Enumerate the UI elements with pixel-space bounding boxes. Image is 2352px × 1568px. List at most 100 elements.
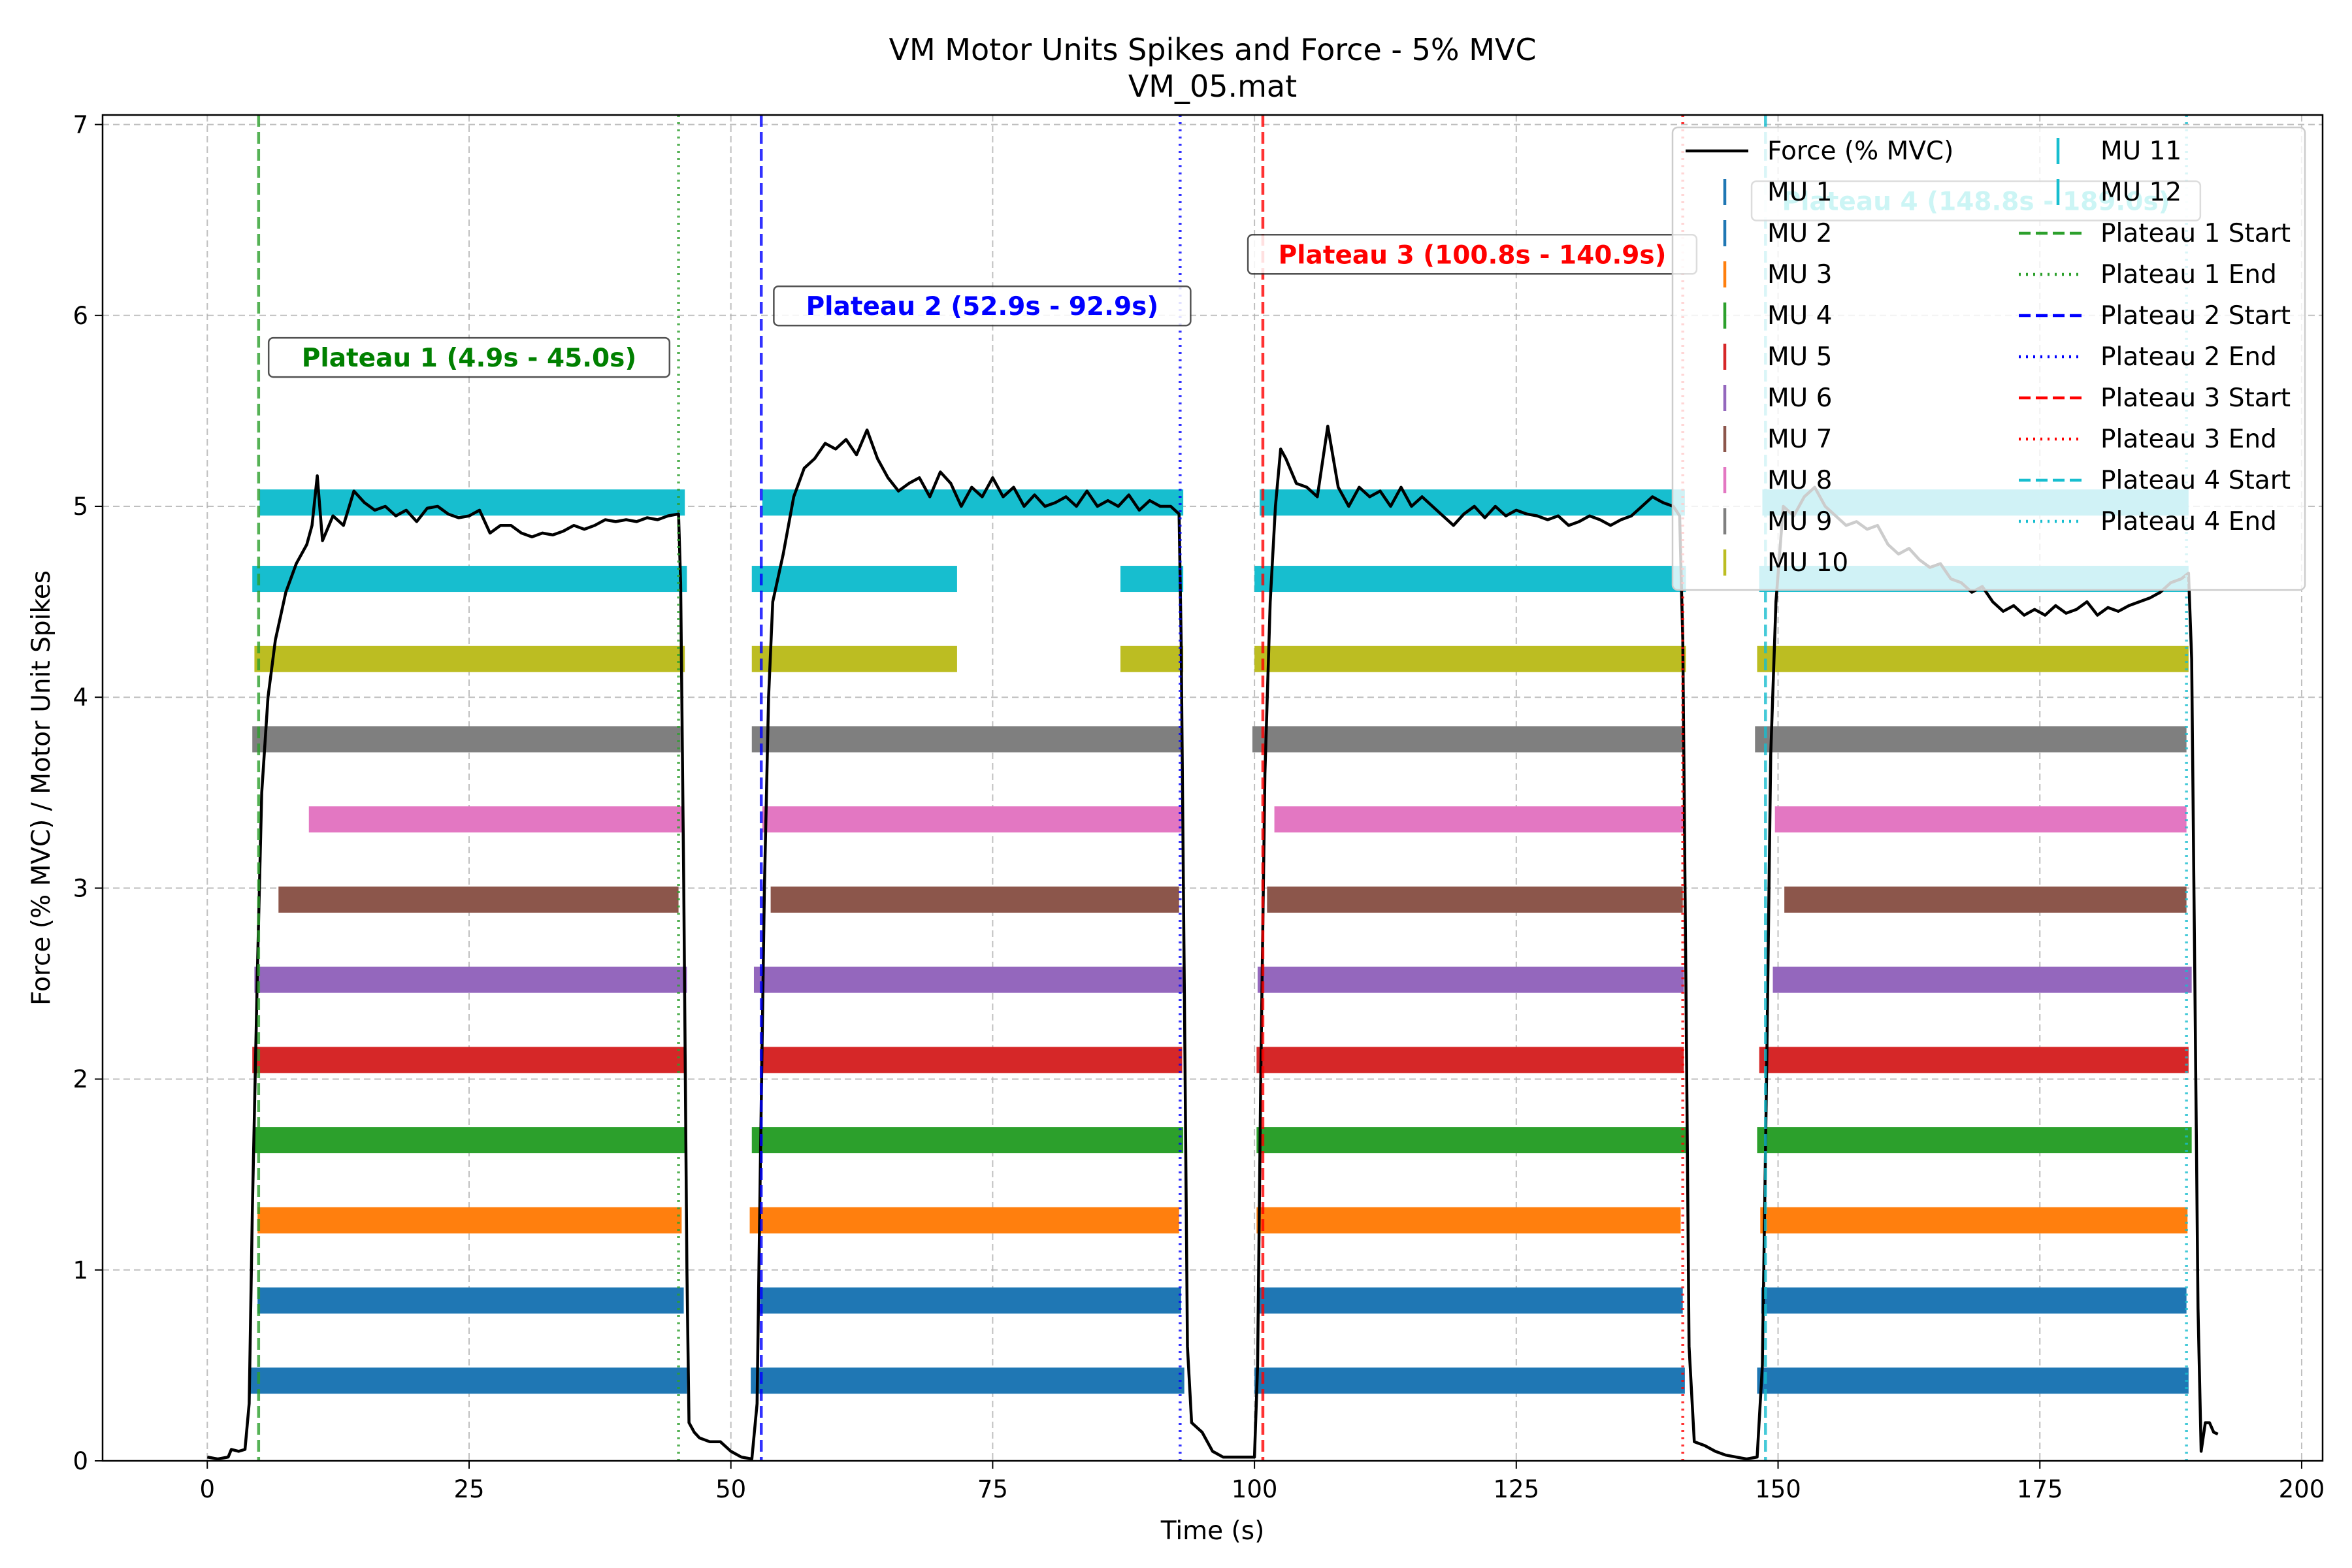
chart-title: VM Motor Units Spikes and Force - 5% MVC [889,32,1537,67]
x-axis-label: Time (s) [1160,1516,1265,1546]
x-tick-label: 200 [2279,1475,2325,1503]
x-tick-label: 75 [977,1475,1008,1503]
spike-band [751,1127,1184,1154]
spike-band [749,1207,1179,1233]
legend-label: MU 1 [1767,178,1832,207]
legend-label: Plateau 2 Start [2100,301,2291,331]
spike-band [252,726,681,753]
spike-band [762,806,1181,833]
spike-band [259,489,685,516]
motor-unit-mu-4 [254,1127,2192,1154]
motor-unit-mu-8 [308,806,2187,833]
spike-band [252,1047,685,1073]
plateau-label: Plateau 3 (100.8s - 140.9s) [1279,240,1667,270]
y-tick-label: 5 [73,493,88,521]
legend-label: Plateau 2 End [2100,342,2277,372]
y-tick-label: 1 [73,1256,88,1284]
legend-label: MU 7 [1767,425,1832,454]
spike-band [1759,1047,2189,1073]
spike-band [1256,1047,1684,1073]
motor-unit-mu-10 [254,645,2189,672]
spike-band [760,1287,1181,1314]
x-tick-label: 50 [715,1475,746,1503]
spike-band [252,566,687,593]
motor-unit-mu-3 [257,1207,2188,1233]
legend-label: MU 11 [2100,137,2181,166]
motor-unit-spikes [249,489,2192,1394]
legend-label: Plateau 3 End [2100,425,2277,454]
grid [103,115,2323,1462]
spike-band [751,645,957,672]
legend-box [1671,126,2306,591]
legend-label: MU 3 [1767,260,1832,289]
plateau-label: Plateau 1 (4.9s - 45.0s) [302,344,636,373]
legend-label: MU 4 [1767,301,1832,331]
spike-band [1120,566,1184,593]
motor-unit-mu-5 [252,1047,2189,1073]
spike-band [770,886,1179,913]
spike-band [760,1047,1183,1073]
spike-band [1254,645,1686,672]
spike-band [1120,645,1184,672]
plateau-label-box [773,285,1192,327]
spike-band [1254,566,1686,593]
legend-label: Plateau 1 Start [2100,219,2291,248]
plateau-label-box [267,336,671,378]
legend: Force (% MVC) MU 1 MU 2 MU 3 MU 4 MU 5 MU 6 MU … [1671,126,2306,591]
spike-band [1757,1127,2192,1154]
spike-band [1260,489,1685,516]
motor-unit-mu-2 [257,1287,2187,1314]
spike-band [1772,966,2192,993]
spike-band [1254,1367,1685,1394]
spike-band [1256,1207,1681,1233]
plot-frame [101,114,2324,1462]
motor-unit-mu-9 [252,726,2187,753]
spike-band [1761,1287,2187,1314]
legend-label: Plateau 4 Start [2100,466,2291,495]
legend-label: MU 8 [1767,466,1832,495]
spike-band [1757,645,2189,672]
legend-label: Plateau 4 End [2100,507,2277,536]
legend-label: MU 9 [1767,507,1832,536]
legend-label: MU 6 [1767,384,1832,413]
legend-label: Plateau 1 End [2100,260,2277,289]
y-tick-label: 3 [73,874,88,902]
spike-band [1256,1127,1686,1154]
spike-band [1257,966,1684,993]
x-tick-label: 150 [1755,1475,1801,1503]
y-axis-label: Force (% MVC) / Motor Unit Spikes [27,570,56,1005]
spike-band [1267,886,1683,913]
spike-band [254,1127,685,1154]
spike-band [751,726,1181,753]
y-tick-label: 4 [73,683,88,711]
x-tick-label: 100 [1232,1475,1278,1503]
spike-band [249,1367,687,1394]
spike-band [1757,1367,2189,1394]
y-tick-label: 6 [73,302,88,330]
spike-band [1760,1207,2188,1233]
spike-band [1274,806,1684,833]
spike-band [753,966,1184,993]
y-tick-label: 0 [73,1447,88,1475]
plateau-label: Plateau 2 (52.9s - 92.9s) [806,292,1159,321]
spike-band [254,966,687,993]
legend-label: Force (% MVC) [1767,137,1953,166]
spike-band [751,566,957,593]
y-tick-label: 7 [73,111,88,139]
y-tick-label: 2 [73,1066,88,1094]
spike-band [1784,886,2187,913]
spike-band [254,645,685,672]
spike-band [257,1287,684,1314]
spike-band [257,1207,682,1233]
x-tick-label: 125 [1494,1475,1540,1503]
motor-unit-mu-6 [254,966,2192,993]
spike-band [278,886,679,913]
motor-unit-mu-1 [249,1367,2189,1394]
axis-ticks: 0 25 50 75 100 125 150 175 200 0 1 2 3 4 5 6 7 [73,111,2325,1503]
spike-band [1252,726,1684,753]
spike-band [1774,806,2187,833]
chart-subtitle: VM_05.mat [1128,69,1297,104]
spike-band [1260,1287,1683,1314]
x-tick-label: 25 [453,1475,484,1503]
x-tick-label: 0 [200,1475,216,1503]
